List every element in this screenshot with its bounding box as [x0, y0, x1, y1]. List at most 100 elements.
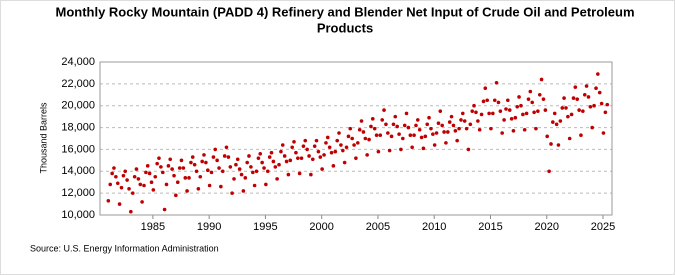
point [489, 126, 493, 131]
point [239, 172, 244, 177]
point [384, 122, 388, 127]
point [185, 189, 189, 193]
point [303, 138, 308, 143]
point [119, 185, 124, 190]
point [243, 176, 248, 180]
point [132, 174, 137, 179]
x-tick-label: 2000 [309, 221, 333, 233]
point [160, 170, 165, 175]
point [485, 98, 490, 103]
point [277, 162, 281, 167]
point [256, 156, 261, 160]
point [138, 182, 143, 187]
point [213, 147, 218, 152]
point [429, 126, 433, 131]
point [594, 86, 598, 91]
point [222, 154, 227, 158]
point [571, 96, 576, 100]
point [404, 111, 409, 116]
point [449, 114, 454, 119]
point [177, 166, 182, 170]
point [348, 126, 353, 131]
point [320, 167, 324, 171]
point [230, 191, 234, 195]
point [226, 155, 231, 159]
point [316, 149, 321, 154]
point [190, 155, 195, 159]
point [206, 168, 210, 172]
point [504, 107, 508, 111]
point [310, 157, 315, 162]
x-tick-label: 2025 [591, 221, 615, 233]
point [232, 177, 236, 181]
point [350, 136, 354, 141]
point [344, 145, 349, 150]
y-tick-label: 10,000 [61, 209, 95, 221]
point [198, 174, 203, 179]
point [354, 156, 358, 160]
x-tick-label: 2005 [366, 221, 390, 233]
point [275, 177, 279, 181]
point [251, 170, 255, 175]
point [142, 183, 146, 188]
point [376, 149, 381, 154]
point [241, 189, 246, 193]
point [196, 186, 201, 191]
point [149, 180, 154, 185]
point [144, 170, 148, 175]
point [322, 153, 326, 157]
point [507, 108, 512, 112]
point [387, 148, 392, 153]
point [455, 138, 459, 143]
point [307, 154, 311, 158]
y-tick-label: 22,000 [61, 78, 95, 90]
point [179, 158, 184, 163]
point [541, 97, 546, 101]
point [108, 182, 113, 187]
point [265, 169, 270, 174]
point [432, 143, 437, 147]
point [174, 193, 178, 198]
point [558, 119, 563, 123]
point [273, 165, 278, 169]
point [342, 160, 347, 165]
point [147, 171, 152, 176]
point [112, 166, 116, 170]
point [590, 125, 594, 130]
point [551, 120, 555, 124]
point [341, 148, 345, 153]
point [549, 142, 553, 146]
point [162, 207, 167, 212]
point [164, 182, 169, 187]
point [329, 150, 334, 155]
point [254, 169, 259, 174]
point [292, 139, 296, 144]
point [219, 184, 223, 189]
point [327, 145, 332, 150]
point [459, 118, 463, 122]
point [460, 111, 465, 116]
point [286, 172, 291, 177]
point [324, 141, 328, 145]
point [288, 158, 293, 163]
point [415, 118, 420, 122]
point [357, 127, 362, 132]
point [584, 84, 589, 88]
point [192, 162, 197, 167]
point [125, 178, 129, 182]
point [145, 164, 150, 168]
point [399, 147, 403, 152]
point [575, 97, 580, 101]
point [166, 164, 171, 168]
point [282, 154, 287, 158]
y-tick-label: 16,000 [61, 143, 95, 155]
point [202, 153, 206, 157]
point [247, 154, 251, 158]
point [425, 122, 430, 127]
point [374, 133, 379, 138]
point [453, 129, 458, 133]
point [440, 123, 444, 128]
point [519, 103, 523, 108]
point [481, 99, 486, 104]
